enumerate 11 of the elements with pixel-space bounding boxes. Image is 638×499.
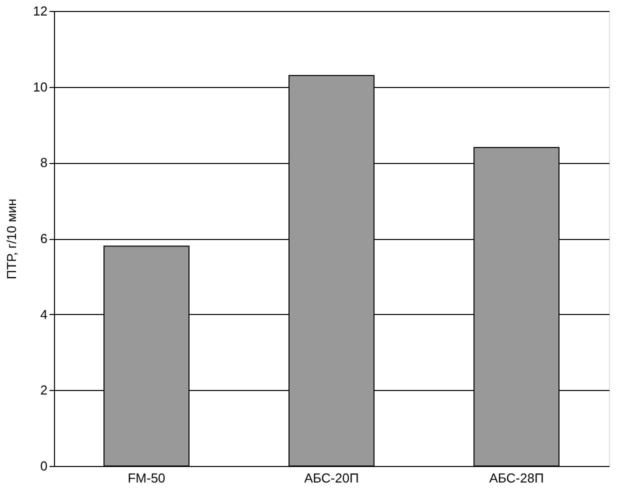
y-tick-label: 8 [40,155,48,170]
x-tick-label: FM-50 [128,470,166,486]
y-axis-title: ПТР, г/10 мин [4,198,20,280]
y-tick-label: 2 [40,382,48,398]
y-tick-label: 12 [33,4,48,18]
y-tick-label: 10 [33,79,48,94]
y-tick-label: 4 [40,306,48,322]
x-tick-label: АБС-20П [304,470,359,486]
y-tick-label: 6 [40,231,48,246]
x-tick-label: АБС-28П [489,470,544,486]
y-tick-label: 0 [40,458,48,474]
